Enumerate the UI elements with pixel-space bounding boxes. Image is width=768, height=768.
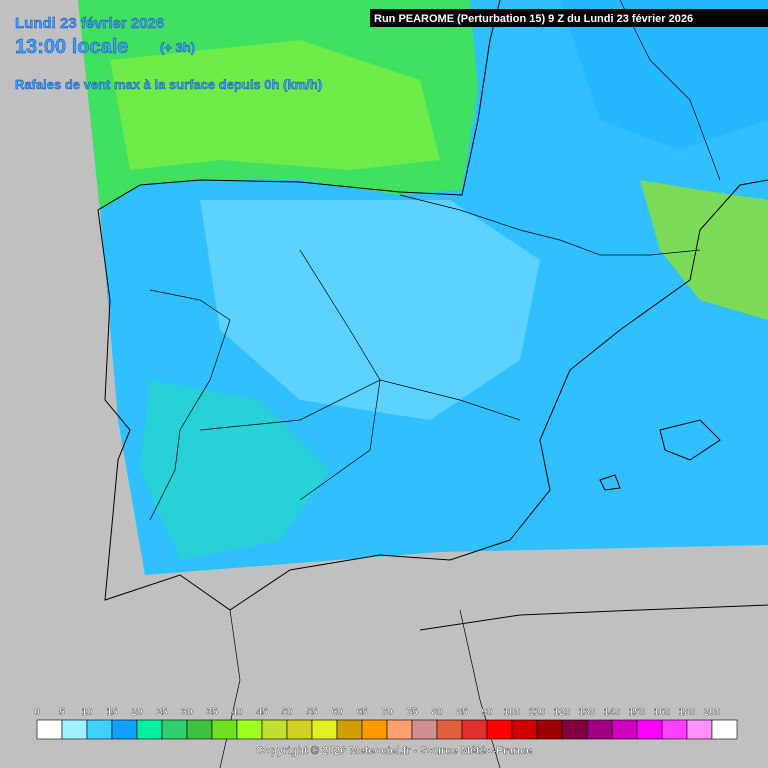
legend-swatch bbox=[636, 719, 663, 740]
legend-label: 85 bbox=[456, 707, 468, 718]
legend-label: 90 bbox=[481, 707, 493, 718]
legend-swatch bbox=[336, 719, 363, 740]
legend-label: 50 bbox=[281, 707, 293, 718]
legend-swatch bbox=[611, 719, 638, 740]
coastlines bbox=[97, 0, 768, 631]
run-info: Run PEAROME (Perturbation 15) 9 Z du Lun… bbox=[374, 13, 693, 25]
legend-swatch bbox=[361, 719, 388, 740]
legend-label: 130 bbox=[579, 707, 596, 718]
legend-swatch bbox=[686, 719, 713, 740]
legend-swatch bbox=[261, 719, 288, 740]
legend-label: 150 bbox=[629, 707, 646, 718]
legend-label: 15 bbox=[106, 707, 118, 718]
legend-label: 0 bbox=[34, 707, 40, 718]
legend-label: 120 bbox=[554, 707, 571, 718]
legend-label: 70 bbox=[381, 707, 393, 718]
legend-label: 160 bbox=[654, 707, 671, 718]
legend-swatch bbox=[161, 719, 188, 740]
legend-label: 110 bbox=[529, 707, 546, 718]
wind-area bbox=[200, 200, 540, 420]
run-banner bbox=[370, 9, 768, 27]
legend-label: 55 bbox=[306, 707, 318, 718]
legend-swatch bbox=[311, 719, 338, 740]
legend-swatch bbox=[536, 719, 563, 740]
legend-label: 25 bbox=[156, 707, 168, 718]
legend-swatch bbox=[86, 719, 113, 740]
legend-swatch bbox=[436, 719, 463, 740]
date: Lundi 23 février 2026 bbox=[15, 15, 164, 32]
legend-label: 65 bbox=[356, 707, 368, 718]
legend-label: 60 bbox=[331, 707, 343, 718]
copyright: Copyright © 2026 Meteociel.fr - Source M… bbox=[256, 745, 532, 757]
legend-swatch bbox=[661, 719, 688, 740]
offset: (+ 3h) bbox=[160, 40, 195, 55]
legend-swatch bbox=[586, 719, 613, 740]
legend-label: 35 bbox=[206, 707, 218, 718]
legend-label: 45 bbox=[256, 707, 268, 718]
legend: 0 5 10 15 20 25 30 35 40 45 50 55 60 65 70 75 80 85 90 100 1… bbox=[34, 707, 738, 740]
legend-label: 20 bbox=[131, 707, 143, 718]
time: 13:00 locale bbox=[15, 36, 128, 58]
legend-label: 100 bbox=[504, 707, 521, 718]
wind-area bbox=[140, 380, 330, 560]
wind-area bbox=[560, 0, 768, 150]
sea-wind-area bbox=[110, 40, 440, 170]
legend-swatch bbox=[711, 719, 738, 740]
legend-swatch bbox=[186, 719, 213, 740]
legend-swatch bbox=[486, 719, 513, 740]
legend-label: 180 bbox=[679, 707, 696, 718]
legend-swatch bbox=[236, 719, 263, 740]
legend-label: 30 bbox=[181, 707, 193, 718]
legend-swatch bbox=[286, 719, 313, 740]
legend-label: 140 bbox=[604, 707, 621, 718]
legend-swatch bbox=[386, 719, 413, 740]
legend-label: 10 bbox=[81, 707, 93, 718]
legend-label: 5 bbox=[59, 707, 65, 718]
legend-swatch bbox=[461, 719, 488, 740]
legend-swatch bbox=[36, 719, 63, 740]
parameter: Rafales de vent max à la surface depuis … bbox=[15, 77, 322, 92]
legend-swatch bbox=[136, 719, 163, 740]
legend-swatch bbox=[211, 719, 238, 740]
borders bbox=[149, 0, 721, 768]
legend-swatch bbox=[61, 719, 88, 740]
legend-swatch bbox=[411, 719, 438, 740]
legend-label: 75 bbox=[406, 707, 418, 718]
wind-area bbox=[640, 180, 768, 320]
legend-label: 80 bbox=[431, 707, 443, 718]
legend-label: 40 bbox=[231, 707, 243, 718]
legend-swatch bbox=[111, 719, 138, 740]
legend-swatch bbox=[511, 719, 538, 740]
legend-label: 200 bbox=[704, 707, 721, 718]
legend-swatch bbox=[561, 719, 588, 740]
